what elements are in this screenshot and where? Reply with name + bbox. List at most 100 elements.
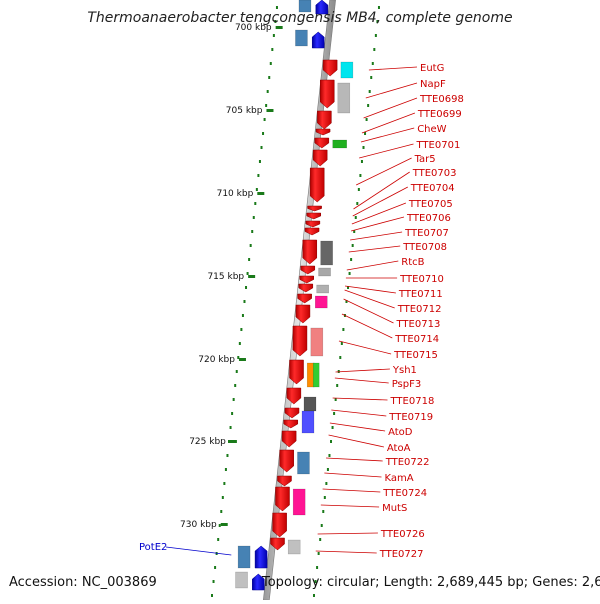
gene-label-tte0708[interactable]: TTE0708	[402, 242, 447, 253]
label-leader-line	[331, 409, 387, 417]
gene-arrow-forward[interactable]	[322, 59, 338, 77]
label-leader-line	[325, 457, 383, 462]
gene-label-tte0698[interactable]: TTE0698	[419, 94, 464, 105]
scale-tick-label: 700 kbp	[235, 23, 272, 33]
label-leader-line	[344, 285, 396, 294]
track-dot-left	[249, 244, 252, 247]
gene-label-tte0706[interactable]: TTE0706	[406, 213, 451, 224]
track-dot-left	[255, 188, 258, 191]
gene-label-kama[interactable]: KamA	[385, 473, 414, 484]
gene-arrow-forward[interactable]	[292, 325, 308, 357]
gene-arrow-forward[interactable]	[304, 227, 320, 236]
gene-arrow-forward[interactable]	[286, 387, 302, 405]
gene-label-tte0719[interactable]: TTE0719	[388, 412, 433, 423]
label-leader-line	[324, 472, 382, 478]
gene-label-tte0705[interactable]: TTE0705	[408, 199, 453, 210]
gene-arrow-reverse[interactable]	[254, 545, 268, 569]
gene-arrow-forward[interactable]	[297, 293, 312, 304]
track-dot-right	[374, 34, 377, 37]
gene-label-tte0703[interactable]: TTE0703	[412, 168, 457, 179]
gene-arrow-forward[interactable]	[272, 512, 287, 538]
gene-label-tte0726[interactable]: TTE0726	[380, 529, 425, 540]
gene-arrow-forward[interactable]	[314, 137, 330, 149]
track-dot-left	[221, 496, 224, 499]
gene-arrow-forward[interactable]	[309, 167, 325, 203]
gene-arrow-forward[interactable]	[279, 449, 294, 473]
track-dot-left	[235, 370, 238, 373]
gene-label-tte0707[interactable]: TTE0707	[404, 228, 449, 239]
gene-arrow-forward[interactable]	[306, 212, 322, 220]
gene-arrow-reverse[interactable]	[252, 573, 265, 591]
label-leader-line	[363, 97, 418, 119]
gene-label-tte0710[interactable]: TTE0710	[399, 274, 444, 285]
gene-label-atod[interactable]: AtoD	[388, 427, 413, 438]
gene-arrow-forward[interactable]	[319, 79, 335, 109]
feature-box-steelblue	[298, 0, 312, 13]
gene-label-tte0714[interactable]: TTE0714	[394, 334, 439, 345]
gene-arrow-forward[interactable]	[277, 475, 292, 487]
gene-label-chew[interactable]: CheW	[417, 124, 446, 135]
track-dot-left	[260, 146, 263, 149]
gene-arrow-forward[interactable]	[302, 239, 318, 265]
gene-label-atoa[interactable]: AtoA	[387, 443, 411, 454]
gene-label-tte0711[interactable]: TTE0711	[398, 289, 443, 300]
label-leader-line	[346, 260, 399, 271]
gene-arrow-forward[interactable]	[281, 430, 297, 448]
gene-label-tar5[interactable]: Tar5	[414, 154, 436, 165]
gene-arrow-forward[interactable]	[315, 128, 331, 136]
gene-label-tte0724[interactable]: TTE0724	[382, 488, 427, 499]
gene-arrow-reverse[interactable]	[311, 31, 325, 49]
gene-arrow-forward[interactable]	[295, 304, 311, 324]
gene-label-tte0727[interactable]: TTE0727	[379, 549, 424, 560]
gene-label-tte0699[interactable]: TTE0699	[417, 109, 462, 120]
gene-label-eutg[interactable]: EutG	[420, 63, 444, 74]
track-dot-right	[325, 482, 328, 485]
feature-box-green	[332, 139, 347, 149]
track-dot-right	[330, 440, 333, 443]
gene-label-pote2[interactable]: PotE2	[139, 542, 167, 553]
feature-box-steelblue	[237, 545, 251, 569]
gene-arrow-forward[interactable]	[305, 220, 321, 228]
scale-tick-label: 710 kbp	[217, 189, 254, 199]
track-dot-right	[368, 90, 371, 93]
gene-arrow-forward[interactable]	[289, 359, 304, 385]
track-dot-right	[331, 426, 334, 429]
gene-arrow-forward[interactable]	[299, 275, 314, 284]
gene-label-tte0718[interactable]: TTE0718	[390, 396, 435, 407]
track-dot-left	[245, 286, 248, 289]
label-leader-line	[350, 231, 403, 241]
track-dot-right	[350, 258, 353, 261]
gene-label-tte0712[interactable]: TTE0712	[397, 304, 442, 315]
track-dot-right	[314, 580, 317, 583]
gene-label-pspf3[interactable]: PspF3	[392, 379, 422, 390]
track-dot-right	[364, 132, 367, 135]
track-dot-left	[238, 342, 241, 345]
gene-arrow-forward[interactable]	[317, 110, 332, 130]
gene-label-tte0715[interactable]: TTE0715	[393, 350, 438, 361]
backbone-dot-track	[210, 6, 380, 597]
gene-arrow-forward[interactable]	[298, 283, 314, 293]
label-leader-line	[365, 82, 418, 99]
gene-arrow-forward[interactable]	[275, 486, 290, 512]
gene-label-tte0713[interactable]: TTE0713	[396, 319, 441, 330]
gene-arrow-forward[interactable]	[312, 149, 328, 167]
gene-label-muts[interactable]: MutS	[382, 503, 407, 514]
gene-label-rtcb[interactable]: RtcB	[401, 257, 424, 268]
track-dot-left	[241, 314, 244, 317]
gene-label-tte0722[interactable]: TTE0722	[385, 457, 430, 468]
label-leader-line	[351, 216, 405, 232]
gene-arrow-forward[interactable]	[300, 265, 316, 275]
gene-label-tte0704[interactable]: TTE0704	[410, 183, 455, 194]
gene-label-napf[interactable]: NapF	[420, 79, 446, 90]
gene-arrow-reverse[interactable]	[315, 0, 329, 15]
gene-arrow-forward[interactable]	[284, 407, 300, 419]
gene-arrow-forward[interactable]	[283, 419, 299, 429]
feature-box-violet	[301, 410, 315, 434]
gene-label-ysh1[interactable]: Ysh1	[392, 365, 417, 376]
gene-label-tte0701[interactable]: TTE0701	[416, 140, 461, 151]
gene-arrow-forward[interactable]	[270, 537, 285, 551]
gene-arrow-forward[interactable]	[307, 205, 322, 212]
track-dot-left	[263, 118, 266, 121]
